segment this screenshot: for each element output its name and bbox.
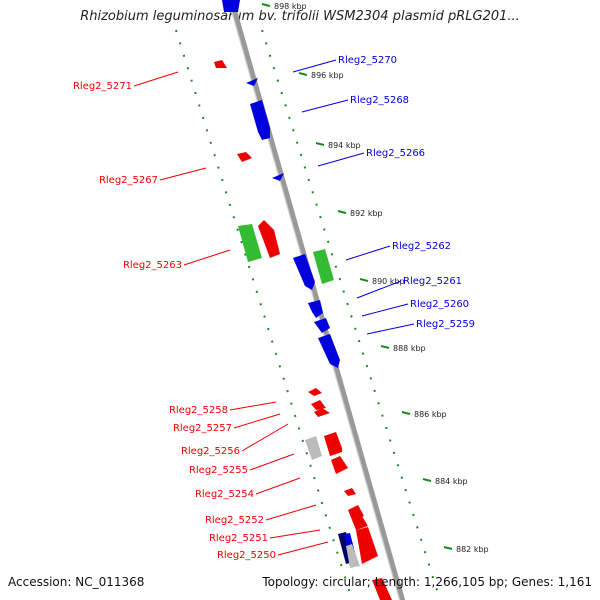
backbone-line	[228, 0, 406, 600]
leader-line	[241, 423, 289, 452]
gene-label-forward: Rleg2_5271	[73, 81, 132, 92]
gene-label-forward: Rleg2_5258	[169, 405, 228, 416]
kbp-tick-label: 892 kbp	[350, 209, 383, 218]
gene-label-reverse: Rleg2_5262	[392, 241, 451, 252]
gene-arrow-reverse	[272, 173, 284, 181]
leader-line	[345, 245, 391, 261]
gene-arrow-forward	[324, 432, 342, 456]
rna-feature	[313, 249, 334, 284]
gene-label-forward: Rleg2_5252	[205, 515, 264, 526]
gene-label-forward: Rleg2_5251	[209, 533, 268, 544]
map-title: Rhizobium leguminosarum bv. trifolii WSM…	[80, 9, 520, 24]
gene-label-forward: Rleg2_5250	[217, 550, 276, 561]
ruler-tick	[315, 142, 325, 146]
ruler-tick	[401, 411, 411, 415]
gene-arrow-reverse	[308, 300, 323, 318]
gene-label-reverse: Rleg2_5268	[350, 95, 409, 106]
gene-label-forward: Rleg2_5256	[181, 446, 240, 457]
gene-arrow-reverse	[222, 0, 240, 12]
gene-arrow-forward	[237, 152, 252, 162]
gene-arrow-forward	[352, 516, 368, 530]
gene-label-reverse: Rleg2_5259	[416, 319, 475, 330]
kbp-tick-label: 882 kbp	[456, 545, 489, 554]
kbp-tick-label: 890 kbp	[372, 277, 405, 286]
gene-arrow-reverse	[250, 100, 270, 140]
gene-label-forward: Rleg2_5263	[123, 260, 182, 271]
gene-label-reverse: Rleg2_5266	[366, 148, 425, 159]
gene-label-reverse: Rleg2_5261	[403, 276, 462, 287]
kbp-tick-label: 888 kbp	[393, 344, 426, 353]
ruler-tick	[359, 278, 369, 282]
gene-arrow-forward	[344, 488, 356, 496]
gene-arrow-forward	[348, 505, 364, 520]
leader-line	[356, 280, 402, 299]
leader-line	[301, 99, 349, 113]
gene-arrow-forward	[331, 456, 348, 474]
gene-arrow-forward	[258, 220, 280, 258]
kbp-tick-label: 884 kbp	[435, 477, 468, 486]
gene-label-forward: Rleg2_5254	[195, 489, 254, 500]
accession-text: Accession: NC_011368	[8, 575, 145, 589]
leader-line	[265, 504, 317, 521]
gene-arrow-forward	[311, 400, 326, 410]
gene-arrow-forward	[214, 60, 227, 68]
leader-line	[255, 477, 301, 495]
leader-line	[133, 71, 179, 87]
leader-line	[249, 453, 295, 471]
leader-line	[159, 167, 207, 181]
ruler-tick	[337, 210, 347, 214]
gene-arrow-reverse	[314, 318, 330, 333]
backbone-highlight	[227, 0, 401, 600]
leader-line	[277, 541, 329, 556]
leader-line	[233, 413, 281, 429]
ruler-tick	[443, 546, 453, 550]
topology-summary: Topology: circular; Length: 1,266,105 bp…	[262, 575, 592, 589]
gene-arrow-reverse	[318, 334, 340, 368]
kbp-tick-label: 898 kbp	[274, 2, 307, 11]
leader-line	[292, 59, 337, 73]
gene-label-reverse: Rleg2_5260	[410, 299, 469, 310]
leader-line	[269, 529, 321, 539]
gene-label-forward: Rleg2_5267	[99, 175, 158, 186]
gene-arrow-reverse	[293, 254, 315, 290]
ruler-tick	[298, 72, 308, 76]
ruler-tick	[422, 478, 432, 482]
rna-feature	[238, 224, 262, 262]
leader-line	[317, 152, 365, 167]
gene-arrow-forward	[308, 388, 322, 396]
leader-line	[366, 323, 415, 335]
gene-feature-other	[346, 544, 360, 568]
gene-arrow-forward	[356, 527, 378, 564]
leader-line	[229, 401, 277, 411]
leader-line	[361, 303, 409, 317]
gene-label-forward: Rleg2_5257	[173, 423, 232, 434]
kbp-tick-label: 896 kbp	[311, 71, 344, 80]
leader-line	[183, 249, 231, 266]
gene-label-forward: Rleg2_5255	[189, 465, 248, 476]
gene-label-reverse: Rleg2_5270	[338, 55, 397, 66]
gene-arrow-forward	[314, 408, 330, 417]
gene-arrow-forward	[372, 578, 392, 600]
ruler-tick	[261, 3, 271, 7]
ruler-tick	[380, 345, 390, 349]
gene-arrow-reverse	[246, 78, 258, 86]
gene-feature-other	[305, 436, 322, 460]
kbp-tick-label: 886 kbp	[414, 410, 447, 419]
kbp-tick-label: 894 kbp	[328, 141, 361, 150]
